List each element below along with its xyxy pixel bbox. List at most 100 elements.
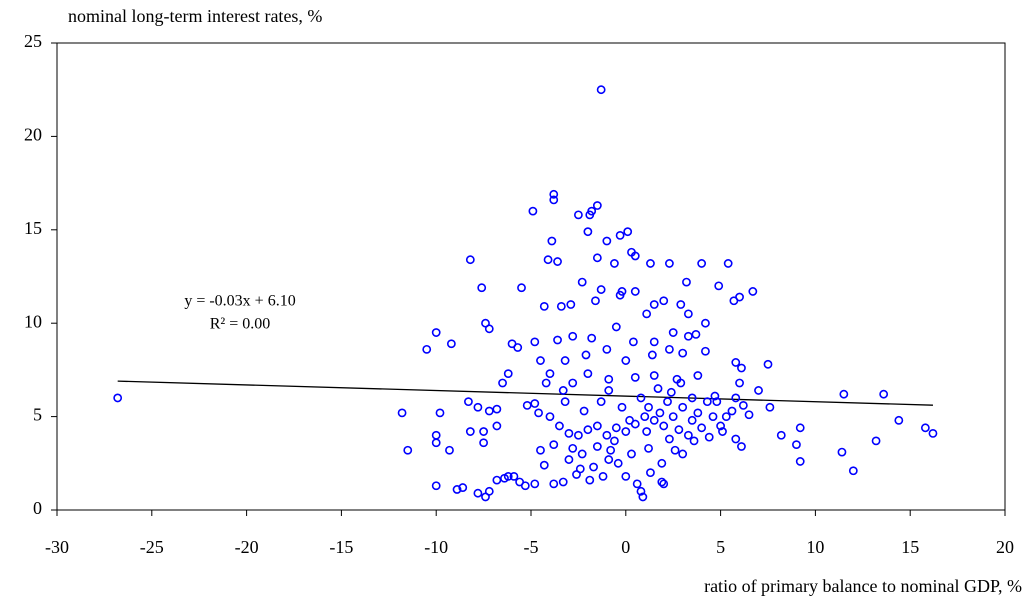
point	[435, 408, 445, 418]
point	[659, 479, 669, 489]
point	[613, 458, 623, 468]
point	[452, 485, 462, 494]
point	[718, 427, 727, 436]
point	[596, 85, 606, 95]
point	[536, 445, 545, 455]
point	[776, 430, 786, 440]
point	[539, 301, 549, 311]
point	[655, 408, 665, 418]
point	[666, 387, 676, 397]
point	[556, 301, 566, 311]
point	[693, 408, 703, 418]
point	[602, 344, 612, 354]
point	[920, 423, 930, 433]
point	[598, 471, 608, 481]
point	[585, 210, 595, 220]
point	[623, 227, 633, 237]
point	[683, 430, 693, 440]
point	[403, 445, 413, 455]
point	[484, 406, 494, 416]
point	[604, 386, 614, 395]
x-tick-label: -15	[329, 537, 353, 557]
point	[657, 458, 667, 468]
point	[606, 445, 616, 455]
point	[678, 348, 688, 358]
point	[113, 393, 123, 403]
point	[630, 372, 640, 382]
point	[585, 475, 595, 485]
x-tick-label: 5	[716, 537, 725, 557]
equation: y = -0.03x + 6.10	[184, 293, 295, 310]
point	[589, 462, 598, 472]
point	[668, 412, 678, 421]
point	[665, 344, 674, 354]
point	[445, 445, 454, 455]
point	[731, 358, 741, 367]
point	[615, 290, 625, 300]
point	[704, 432, 714, 442]
point	[583, 369, 593, 379]
point	[566, 300, 576, 309]
point	[697, 259, 707, 268]
point	[879, 389, 889, 399]
point	[649, 371, 659, 380]
point	[714, 281, 724, 291]
point	[687, 393, 697, 403]
point	[621, 427, 631, 436]
point	[596, 397, 606, 407]
point	[735, 378, 744, 388]
point	[587, 333, 597, 343]
point	[683, 309, 693, 319]
y-tick-label: 0	[33, 498, 42, 518]
point	[465, 427, 475, 436]
point	[738, 400, 748, 410]
x-tick-label: -25	[140, 537, 164, 557]
point	[795, 423, 805, 433]
point	[625, 415, 634, 425]
point	[708, 412, 718, 421]
point	[503, 471, 513, 481]
point	[621, 471, 631, 481]
point	[640, 412, 650, 421]
point	[560, 397, 570, 407]
point	[712, 397, 722, 407]
point	[446, 339, 456, 349]
plot-frame	[56, 42, 1006, 511]
point	[515, 477, 525, 487]
point	[564, 429, 574, 438]
point	[663, 397, 672, 407]
point	[701, 346, 710, 356]
point	[481, 492, 490, 502]
y-tick-label: 5	[33, 405, 42, 425]
r-squared: R² = 0.00	[210, 316, 271, 333]
point	[668, 328, 678, 337]
point	[545, 369, 555, 379]
point	[509, 471, 519, 481]
point	[721, 412, 731, 421]
point	[479, 427, 488, 436]
point	[649, 415, 659, 425]
point	[602, 236, 612, 246]
point	[710, 391, 720, 401]
point	[729, 296, 739, 306]
x-tick-label: -5	[524, 537, 539, 557]
point	[458, 483, 468, 492]
point	[871, 436, 881, 446]
point	[549, 189, 559, 199]
point	[630, 251, 640, 261]
x-tick-label: 20	[996, 537, 1014, 557]
point	[568, 331, 578, 341]
point	[837, 447, 847, 457]
point	[465, 255, 475, 265]
point	[492, 475, 502, 485]
point	[498, 378, 507, 388]
point	[638, 492, 648, 502]
point	[558, 477, 568, 487]
point	[534, 408, 543, 418]
point	[765, 402, 775, 412]
point	[647, 350, 657, 360]
point	[553, 335, 562, 345]
point	[682, 277, 691, 287]
